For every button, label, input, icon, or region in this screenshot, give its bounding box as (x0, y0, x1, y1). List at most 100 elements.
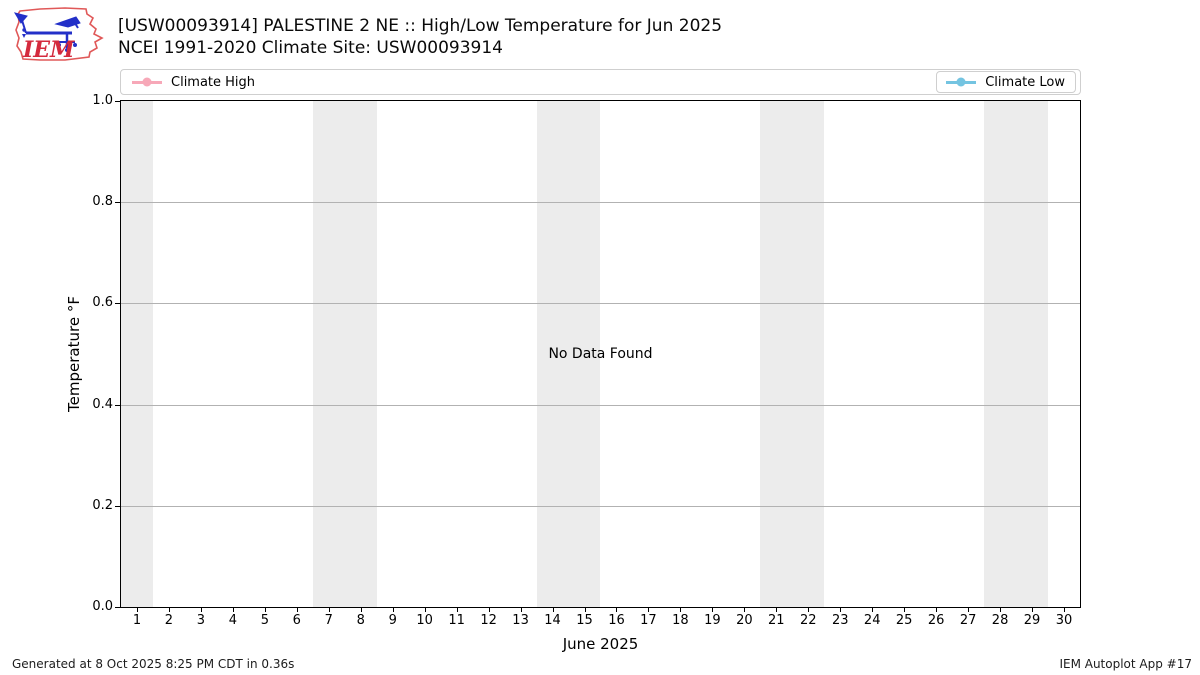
x-tick-label: 4 (228, 613, 238, 628)
x-tick-label: 13 (512, 613, 529, 628)
y-axis-label: Temperature °F (65, 296, 83, 412)
x-tick-label: 1 (132, 613, 142, 628)
chart-title: [USW00093914] PALESTINE 2 NE :: High/Low… (118, 15, 722, 59)
x-tick-label: 5 (260, 613, 269, 628)
no-data-text: No Data Found (548, 346, 653, 362)
y-tick-label: 0.8 (92, 194, 113, 210)
x-tick-mark (296, 608, 298, 612)
x-tick-label: 11 (448, 613, 465, 628)
x-tick-label: 27 (959, 613, 977, 628)
y-gridline (121, 505, 1080, 507)
x-tick-mark (456, 608, 458, 612)
x-tick-label: 2 (164, 613, 174, 628)
x-tick-mark (712, 608, 714, 612)
climate-high-marker (132, 77, 162, 87)
weekend-band (760, 101, 825, 607)
footer-app-id: IEM Autoplot App #17 (1059, 657, 1192, 671)
legend-item-climate-high: Climate High (132, 70, 255, 94)
x-tick-label: 7 (324, 613, 333, 628)
x-tick-mark (648, 608, 650, 612)
legend-item-climate-low: Climate Low (936, 71, 1076, 93)
y-tick-mark (115, 202, 120, 204)
x-tick-label: 30 (1055, 613, 1073, 628)
x-tick-mark (1000, 608, 1002, 612)
x-tick-mark (360, 608, 362, 612)
y-tick-label: 1.0 (92, 93, 113, 108)
x-tick-mark (680, 608, 682, 612)
x-tick-label: 29 (1023, 613, 1041, 628)
x-tick-label: 19 (704, 613, 721, 628)
x-tick-label: 15 (576, 613, 593, 628)
x-tick-label: 18 (672, 613, 689, 628)
y-gridline (121, 202, 1080, 204)
x-tick-label: 9 (388, 613, 397, 628)
legend-label-climate-low: Climate Low (985, 74, 1065, 90)
x-tick-mark (872, 608, 874, 612)
x-tick-label: 20 (736, 613, 753, 628)
x-tick-mark (232, 608, 234, 612)
x-tick-mark (776, 608, 778, 612)
x-tick-mark (1032, 608, 1034, 612)
legend-label-climate-high: Climate High (171, 74, 256, 90)
x-tick-mark (1064, 608, 1066, 612)
x-tick-mark (488, 608, 490, 612)
x-tick-mark (136, 608, 138, 612)
weekend-band (536, 101, 601, 607)
x-tick-mark (840, 608, 842, 612)
x-tick-label: 3 (196, 613, 206, 628)
y-tick-mark (115, 101, 120, 102)
y-tick-label: 0.0 (92, 599, 113, 614)
x-tick-label: 16 (608, 613, 625, 628)
x-tick-mark (744, 608, 746, 612)
x-tick-mark (616, 608, 618, 612)
x-tick-mark (200, 608, 202, 612)
x-tick-label: 6 (292, 613, 301, 628)
y-tick-label: 0.4 (92, 396, 113, 412)
x-tick-label: 24 (863, 613, 881, 628)
y-tick-label: 0.6 (92, 295, 113, 311)
x-tick-mark (424, 608, 426, 612)
y-tick-mark (115, 303, 120, 305)
x-tick-mark (392, 608, 394, 612)
y-gridline (121, 303, 1080, 305)
iem-logo: IEM (13, 7, 104, 63)
chart-title-line1: [USW00093914] PALESTINE 2 NE :: High/Low… (118, 16, 723, 36)
x-tick-mark (904, 608, 906, 612)
x-tick-label: 28 (991, 613, 1009, 628)
x-tick-label: 26 (927, 613, 945, 628)
logo-text: IEM (22, 37, 75, 63)
weekend-band (312, 101, 377, 607)
x-tick-label: 22 (800, 613, 817, 628)
x-tick-mark (968, 608, 970, 612)
y-tick-mark (115, 607, 120, 608)
x-tick-label: 12 (480, 613, 497, 628)
x-tick-mark (552, 608, 554, 612)
y-tick-mark (115, 505, 120, 507)
x-tick-mark (168, 608, 170, 612)
legend: Climate High Climate Low (120, 69, 1081, 95)
x-tick-mark (584, 608, 586, 612)
climate-high-dot (142, 77, 152, 87)
x-tick-label: 8 (356, 613, 365, 628)
weekend-band (121, 101, 153, 607)
weathervane-icon (13, 12, 81, 52)
climate-low-marker (946, 77, 977, 87)
x-tick-label: 25 (895, 613, 913, 628)
x-tick-label: 14 (544, 613, 561, 628)
x-tick-label: 21 (768, 613, 785, 628)
chart-title-line2: NCEI 1991-2020 Climate Site: USW00093914 (118, 38, 503, 58)
x-tick-mark (808, 608, 810, 612)
climate-low-dot (956, 77, 966, 87)
y-gridline (121, 404, 1080, 406)
x-tick-mark (328, 608, 330, 612)
y-tick-mark (115, 404, 120, 406)
x-tick-mark (520, 608, 522, 612)
y-tick-label: 0.2 (92, 497, 113, 513)
footer-generated: Generated at 8 Oct 2025 8:25 PM CDT in 0… (12, 657, 295, 671)
x-tick-label: 10 (416, 613, 433, 628)
x-tick-mark (936, 608, 938, 612)
plot-area: No Data Found (120, 100, 1081, 608)
x-tick-label: 23 (831, 613, 849, 628)
x-tick-mark (264, 608, 266, 612)
